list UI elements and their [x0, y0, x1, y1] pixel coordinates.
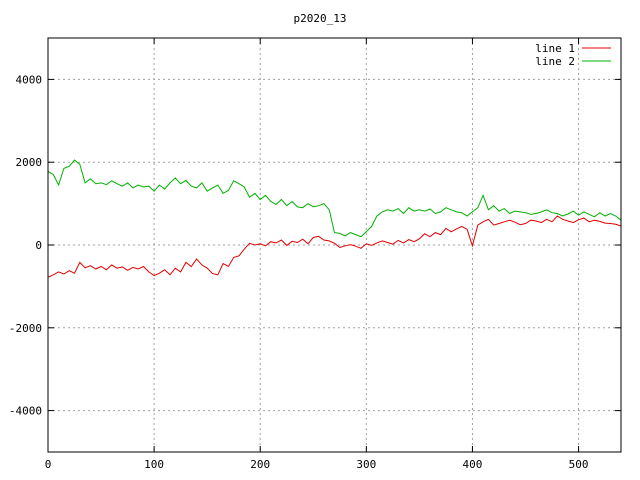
axis-ticks [47, 38, 621, 452]
legend-label-line-1: line 1 [535, 42, 575, 55]
y-tick-label: 4000 [16, 73, 43, 86]
x-tick-label: 500 [569, 458, 589, 471]
x-tick-label: 0 [45, 458, 52, 471]
x-tick-labels: 0 100 200 300 400 500 [45, 458, 589, 471]
y-tick-label: 0 [35, 239, 42, 252]
y-tick-label: -2000 [9, 322, 42, 335]
series-line-1 [47, 215, 622, 278]
chart-title: p2020_13 [294, 12, 347, 25]
legend-label-line-2: line 2 [535, 55, 575, 68]
x-tick-label: 400 [463, 458, 483, 471]
x-tick-label: 200 [250, 458, 270, 471]
legend: line 1 line 2 [535, 42, 611, 68]
y-tick-label: 2000 [16, 156, 43, 169]
y-tick-label: -4000 [9, 405, 42, 418]
x-tick-label: 100 [144, 458, 164, 471]
series-layer [47, 159, 622, 278]
series-line-2 [47, 159, 622, 238]
x-tick-label: 300 [356, 458, 376, 471]
y-tick-labels: -4000 -2000 0 2000 4000 [9, 73, 42, 417]
grid-lines [48, 38, 621, 452]
